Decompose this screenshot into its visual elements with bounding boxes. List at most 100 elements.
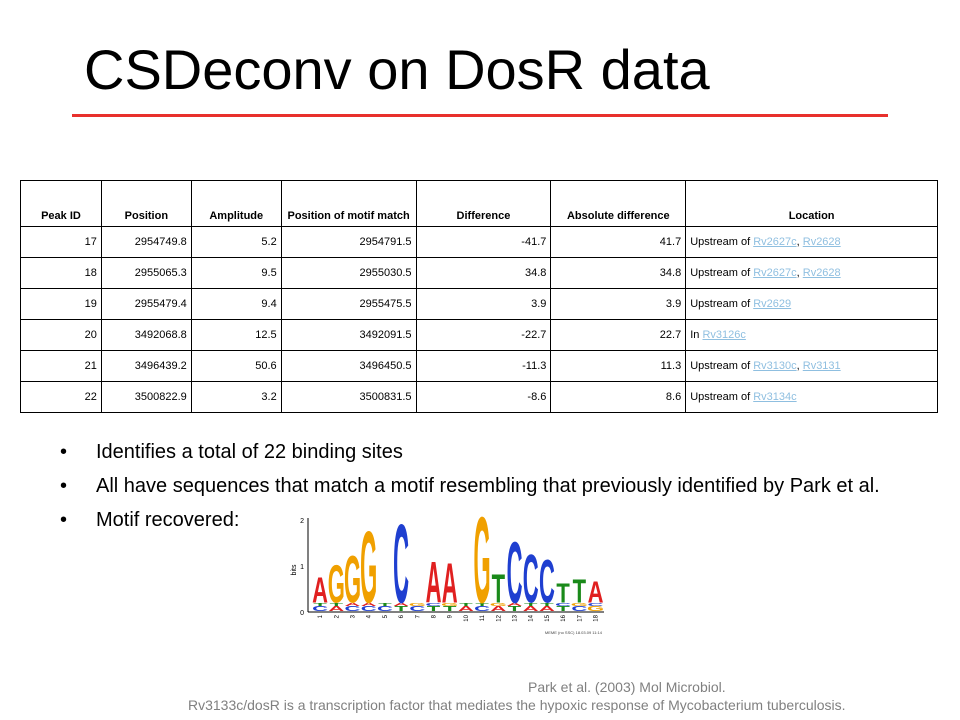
logo-letter: T bbox=[556, 605, 569, 613]
location-prefix: Upstream of bbox=[690, 360, 751, 372]
gene-link[interactable]: Rv2628 bbox=[802, 236, 841, 248]
location-prefix: Upstream of bbox=[690, 391, 751, 403]
logo-letter: G bbox=[587, 605, 604, 613]
peak-id-cell: 17 bbox=[20, 226, 102, 258]
logo-y-tick: 0 bbox=[300, 610, 304, 617]
logo-letter: C bbox=[393, 512, 409, 627]
location-cell: Upstream of Rv2627c, Rv2628 bbox=[685, 257, 938, 289]
peak-id-cell: 20 bbox=[20, 319, 102, 351]
binding-sites-table: Peak ID Position Amplitude Position of m… bbox=[20, 180, 938, 413]
bullet-binding-sites: Identifies a total of 22 binding sites bbox=[60, 440, 910, 464]
logo-letter: T bbox=[573, 573, 586, 610]
logo-letter: C bbox=[523, 541, 539, 618]
gene-link[interactable]: Rv3134c bbox=[753, 391, 797, 403]
logo-letter: T bbox=[508, 605, 521, 613]
logo-letter: G bbox=[344, 543, 361, 617]
logo-y-label: bits bbox=[291, 564, 298, 575]
absolute-difference-cell: 22.7 bbox=[550, 319, 687, 351]
logo-letter: A bbox=[490, 605, 506, 613]
amplitude-cell: 9.5 bbox=[190, 257, 282, 289]
motif-position-cell: 2955475.5 bbox=[280, 288, 417, 320]
logo-letter: A bbox=[345, 602, 362, 607]
peak-id-cell: 21 bbox=[20, 350, 102, 382]
bullet-list: Identifies a total of 22 binding sites A… bbox=[60, 440, 910, 542]
position-cell: 2955479.4 bbox=[100, 288, 192, 320]
reference-note: Rv3133c/dosR is a transcription factor t… bbox=[188, 697, 846, 713]
header-difference: Difference bbox=[415, 180, 552, 227]
location-prefix: Upstream of bbox=[690, 298, 751, 310]
table-header-row: Peak ID Position Amplitude Position of m… bbox=[20, 180, 938, 227]
logo-letter: G bbox=[409, 602, 426, 607]
header-position: Position bbox=[100, 180, 192, 227]
difference-cell: -11.3 bbox=[415, 350, 552, 382]
logo-x-tick: 17 bbox=[577, 614, 583, 621]
difference-cell: 3.9 bbox=[415, 288, 552, 320]
absolute-difference-cell: 11.3 bbox=[550, 350, 687, 382]
logo-letter: T bbox=[556, 578, 570, 609]
table-row: 20 3492068.8 12.5 3492091.5 -22.7 22.7 In Rv31… bbox=[20, 319, 938, 351]
logo-x-tick: 6 bbox=[399, 614, 405, 618]
motif-position-cell: 3500831.5 bbox=[280, 381, 417, 413]
position-cell: 2955065.3 bbox=[100, 257, 192, 289]
logo-x-tick: 1 bbox=[318, 614, 324, 618]
logo-letter: C bbox=[361, 605, 377, 613]
logo-letter: G bbox=[571, 602, 588, 607]
logo-x-tick: 8 bbox=[432, 614, 438, 618]
motif-position-cell: 3496450.5 bbox=[280, 350, 417, 382]
logo-x-tick: 4 bbox=[367, 614, 373, 618]
references: Park et al. (2003) Mol Microbiol. Rv3133… bbox=[188, 678, 948, 714]
logo-letter: G bbox=[441, 602, 458, 607]
position-cell: 3492068.8 bbox=[100, 319, 192, 351]
location-prefix: In bbox=[690, 329, 700, 341]
logo-x-tick: 10 bbox=[464, 614, 470, 621]
logo-x-tick: 12 bbox=[496, 614, 502, 621]
gene-link[interactable]: Rv2627c bbox=[753, 236, 797, 248]
table-row: 22 3500822.9 3.2 3500831.5 -8.6 8.6 Upstream o… bbox=[20, 381, 938, 413]
logo-letter: C bbox=[377, 605, 393, 613]
logo-letter: A bbox=[393, 602, 410, 607]
logo-x-tick: 2 bbox=[334, 614, 340, 618]
logo-x-tick: 16 bbox=[561, 614, 567, 621]
logo-letter: C bbox=[555, 602, 572, 607]
header-location: Location bbox=[685, 180, 938, 227]
difference-cell: 34.8 bbox=[415, 257, 552, 289]
logo-x-tick: 9 bbox=[448, 614, 454, 618]
logo-x-tick: 13 bbox=[513, 614, 519, 621]
logo-letter: A bbox=[442, 552, 458, 615]
gene-link[interactable]: Rv3126c bbox=[702, 329, 746, 341]
location-cell: Upstream of Rv3134c bbox=[685, 381, 938, 413]
logo-letter: A bbox=[523, 605, 539, 613]
logo-x-tick: 14 bbox=[529, 614, 535, 621]
difference-cell: -41.7 bbox=[415, 226, 552, 258]
logo-letter: A bbox=[458, 605, 474, 613]
absolute-difference-cell: 8.6 bbox=[550, 381, 687, 413]
logo-letter: A bbox=[361, 602, 378, 607]
table-row: 21 3496439.2 50.6 3496450.5 -11.3 11.3 Upstrea… bbox=[20, 350, 938, 382]
location-prefix: Upstream of bbox=[690, 267, 751, 279]
table-body: 17 2954749.8 5.2 2954791.5 -41.7 41.7 Upstream… bbox=[20, 226, 938, 413]
gene-link[interactable]: Rv2627c bbox=[753, 267, 797, 279]
logo-x-tick: 5 bbox=[383, 614, 389, 618]
logo-letter: A bbox=[426, 551, 442, 616]
amplitude-cell: 5.2 bbox=[190, 226, 282, 258]
gene-link[interactable]: Rv2629 bbox=[753, 298, 792, 310]
header-amplitude: Amplitude bbox=[190, 180, 282, 227]
logo-letter: C bbox=[426, 602, 443, 607]
location-cell: Upstream of Rv2629 bbox=[685, 288, 938, 320]
logo-y-tick: 2 bbox=[300, 518, 304, 525]
logo-x-tick: 3 bbox=[351, 614, 357, 618]
absolute-difference-cell: 41.7 bbox=[550, 226, 687, 258]
gene-link[interactable]: Rv3130c bbox=[753, 360, 797, 372]
gene-link[interactable]: Rv2628 bbox=[802, 267, 841, 279]
logo-letter: G bbox=[360, 512, 377, 625]
logo-letter: T bbox=[492, 565, 505, 611]
location-cell: Upstream of Rv3130c, Rv3131 bbox=[685, 350, 938, 382]
logo-letter: A bbox=[539, 605, 555, 613]
gene-link[interactable]: Rv3131 bbox=[802, 360, 841, 372]
bullet-motif-match: All have sequences that match a motif re… bbox=[60, 474, 910, 498]
logo-letter: T bbox=[378, 602, 392, 607]
location-cell: Upstream of Rv2627c, Rv2628 bbox=[685, 226, 938, 258]
logo-letter: T bbox=[443, 605, 456, 613]
